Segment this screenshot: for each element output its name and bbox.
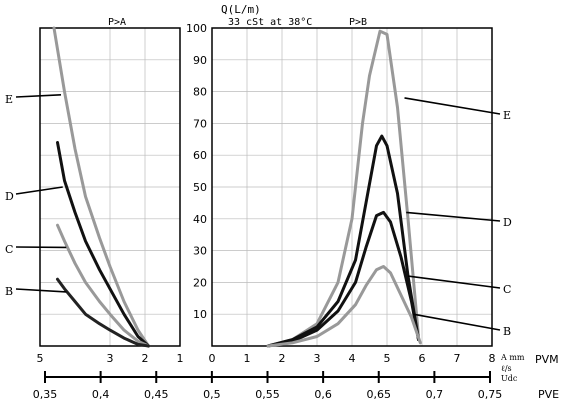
left-x-tick-label: 3 — [107, 352, 114, 365]
right-panel-frame — [211, 27, 493, 347]
right-x-tick-label: 2 — [279, 352, 286, 365]
pve-tick-label: 0,6 — [314, 388, 332, 400]
left-callout-e — [15, 93, 62, 98]
right-series-b — [266, 265, 422, 348]
right-x-tick-label: 3 — [314, 352, 321, 365]
y-tick-label: 50 — [193, 181, 207, 194]
right-panel-title: P>B — [349, 17, 367, 28]
stack-label-udc: Udc — [501, 374, 518, 383]
y-tick-label: 90 — [193, 54, 207, 67]
right-x-tick-label: 4 — [349, 352, 356, 365]
y-tick-label: 80 — [193, 86, 207, 99]
right-x-tick-label: 0 — [209, 352, 216, 365]
y-tick-label: 60 — [193, 149, 207, 162]
left-series-label-e: E — [5, 93, 13, 106]
right-x-tick-label: 5 — [384, 352, 391, 365]
pve-tick-label: 0,35 — [33, 388, 58, 400]
right-series-c — [266, 210, 420, 348]
left-series-e — [52, 26, 150, 348]
left-series-d — [56, 141, 150, 348]
left-series-label-b: B — [5, 285, 13, 298]
left-x-tick-label: 5 — [37, 352, 44, 365]
right-series-label-e: E — [503, 109, 511, 122]
y-tick-label: 70 — [193, 117, 207, 130]
left-panel-title: P>A — [108, 17, 126, 28]
left-series-label-c: C — [5, 243, 13, 256]
right-series — [266, 29, 422, 348]
right-callout-e — [404, 97, 501, 115]
left-x-tick-label: 2 — [142, 352, 149, 365]
left-series — [52, 26, 150, 348]
pve-tick-label: 0,4 — [92, 388, 110, 400]
right-callout-c — [407, 275, 501, 289]
right-callout-b — [413, 313, 501, 331]
y-axis-ticks: 10 20 30 40 50 60 70 80 90 100 — [186, 22, 207, 321]
right-series-label-b: B — [503, 325, 511, 338]
right-x-tick-label: 8 — [489, 352, 496, 365]
right-series-d — [266, 134, 420, 348]
stack-label-a: A mm — [500, 353, 525, 362]
pve-tick-label: 0,45 — [144, 388, 169, 400]
y-axis-label: Q(L/m) — [221, 3, 261, 16]
series-callouts: E E D D C C B B — [5, 93, 512, 338]
y-tick-label: 10 — [193, 308, 207, 321]
y-tick-label: 30 — [193, 245, 207, 258]
right-series-label-c: C — [503, 283, 511, 296]
right-x-tick-label: 7 — [454, 352, 461, 365]
pve-axis-ticks: 0,35 0,4 0,45 0,5 0,55 0,6 0,65 0,7 0,75 — [33, 371, 503, 400]
left-series-label-d: D — [5, 190, 14, 203]
left-series-c — [56, 223, 150, 348]
y-tick-label: 100 — [186, 22, 207, 35]
pve-tick-label: 0,55 — [255, 388, 280, 400]
pve-tick-label: 0,5 — [203, 388, 221, 400]
pve-label: PVE — [538, 388, 559, 400]
left-callout-d — [15, 186, 63, 195]
left-callout-b — [15, 288, 67, 293]
y-tick-label: 20 — [193, 276, 207, 289]
left-x-ticks: 5 3 2 1 — [37, 352, 184, 365]
pvm-label: PVM — [535, 353, 559, 366]
stack-label-ls: ℓ/s — [501, 364, 512, 373]
pve-tick-label: 0,75 — [478, 388, 503, 400]
left-x-tick-label: 1 — [177, 352, 184, 365]
right-panel-grid — [211, 27, 493, 346]
right-x-tick-label: 6 — [419, 352, 426, 365]
right-series-label-d: D — [503, 216, 512, 229]
left-series-b — [56, 277, 150, 348]
right-x-ticks: 0 1 2 3 4 5 6 7 8 — [209, 352, 496, 365]
right-series-e — [266, 29, 420, 348]
y-tick-label: 40 — [193, 213, 207, 226]
pve-tick-label: 0,7 — [426, 388, 444, 400]
right-x-tick-label: 1 — [244, 352, 251, 365]
pve-tick-label: 0,65 — [367, 388, 392, 400]
right-callout-d — [406, 211, 501, 222]
left-panel-frame — [39, 27, 181, 347]
viscosity-annotation: 33 cSt at 38°C — [228, 17, 312, 28]
